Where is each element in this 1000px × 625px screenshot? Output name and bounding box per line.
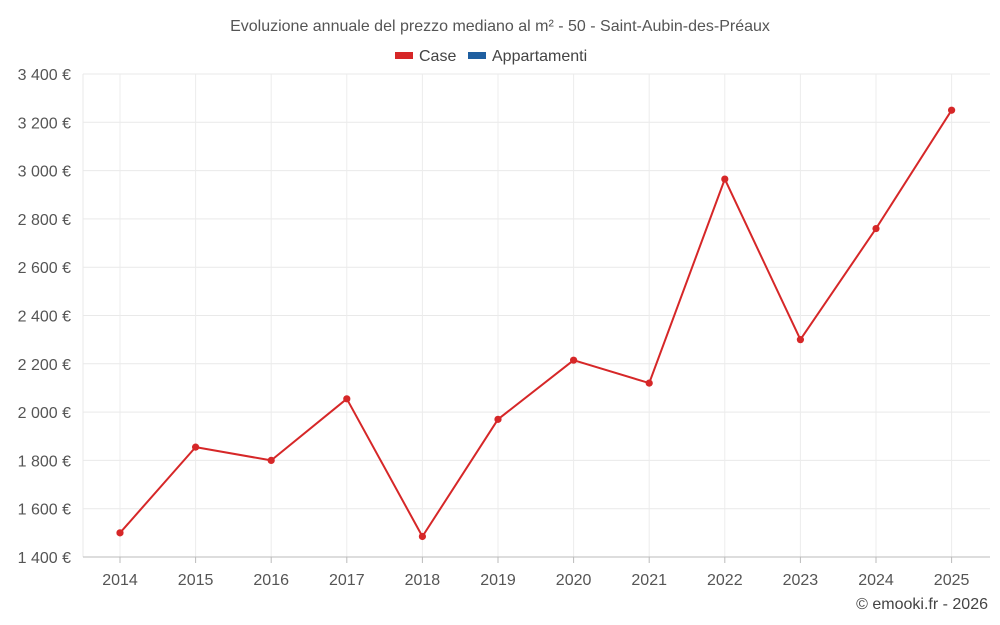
chart-title: Evoluzione annuale del prezzo mediano al… <box>230 18 770 35</box>
data-point-case-2014[interactable] <box>116 529 124 537</box>
data-point-case-2025[interactable] <box>948 106 956 114</box>
y-tick-label: 3 000 € <box>18 164 71 181</box>
data-point-case-2021[interactable] <box>645 379 653 387</box>
data-point-case-2023[interactable] <box>796 336 805 344</box>
y-tick-label: 2 600 € <box>18 260 71 277</box>
y-tick-label: 1 600 € <box>18 502 71 519</box>
x-tick-label: 2022 <box>707 572 743 589</box>
legend-label-case: Case <box>419 48 456 65</box>
data-point-case-2017[interactable] <box>343 395 351 403</box>
data-point-case-2015[interactable] <box>192 443 200 451</box>
y-tick-label: 2 800 € <box>18 212 71 229</box>
x-tick-label: 2014 <box>102 572 138 589</box>
y-tick-label: 2 400 € <box>18 309 71 326</box>
x-tick-label: 2016 <box>253 572 289 589</box>
legend-item-case[interactable]: Case <box>395 48 456 65</box>
legend-swatch-case <box>395 52 413 59</box>
grid <box>83 73 990 557</box>
data-point-case-2024[interactable] <box>872 224 880 233</box>
legend: Case Appartamenti <box>395 48 587 65</box>
y-tick-label: 2 000 € <box>18 405 71 422</box>
x-tick-label: 2015 <box>178 572 214 589</box>
x-tick-label: 2021 <box>631 572 667 589</box>
x-tick-label: 2019 <box>480 572 516 589</box>
y-tick-label: 1 400 € <box>18 550 71 567</box>
x-tick-label: 2020 <box>556 572 592 589</box>
data-point-case-2020[interactable] <box>570 356 578 364</box>
x-tick-label: 2024 <box>858 572 894 589</box>
x-tick-label: 2025 <box>934 572 970 589</box>
y-tick-label: 1 800 € <box>18 453 71 470</box>
data-point-case-2016[interactable] <box>267 456 275 464</box>
data-point-case-2019[interactable] <box>494 415 502 423</box>
data-point-case-2022[interactable] <box>721 175 729 183</box>
legend-label-appartamenti: Appartamenti <box>492 48 587 65</box>
credit-text: © emooki.fr - 2026 <box>856 596 988 613</box>
series-case <box>116 106 956 541</box>
y-tick-label: 3 400 € <box>18 67 71 84</box>
x-tick-label: 2017 <box>329 572 365 589</box>
series-line-case <box>119 109 953 538</box>
x-tick-label: 2023 <box>783 572 819 589</box>
data-point-case-2018[interactable] <box>418 532 426 541</box>
y-tick-label: 2 200 € <box>18 357 71 374</box>
legend-item-appartamenti[interactable]: Appartamenti <box>468 48 587 65</box>
y-tick-label: 3 200 € <box>18 115 71 132</box>
x-tick-label: 2018 <box>405 572 441 589</box>
axes: 1 400 € 1 600 € 1 800 € 2 000 € 2 200 € 2 400… <box>18 67 990 589</box>
legend-swatch-appartamenti <box>468 52 486 59</box>
